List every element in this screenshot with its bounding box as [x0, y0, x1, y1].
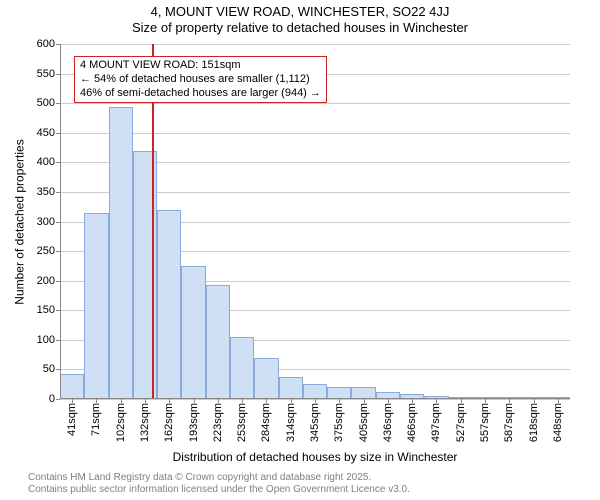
y-tick-label: 600	[37, 38, 55, 50]
x-tick-label: 375sqm	[333, 403, 345, 442]
annotation-line3: 46% of semi-detached houses are larger (…	[80, 87, 321, 101]
y-tick-mark	[56, 251, 60, 252]
y-tick-mark	[56, 310, 60, 311]
y-tick-label: 200	[37, 275, 55, 287]
x-tick-mark	[558, 399, 559, 403]
x-tick-mark	[169, 399, 170, 403]
x-tick-mark	[339, 399, 340, 403]
x-tick-label: 648sqm	[552, 403, 564, 442]
x-tick-mark	[315, 399, 316, 403]
y-tick-label: 400	[37, 156, 55, 168]
x-tick-label: 132sqm	[139, 403, 151, 442]
x-tick-label: 587sqm	[503, 403, 515, 442]
y-tick-label: 250	[37, 245, 55, 257]
histogram-bar	[60, 374, 84, 399]
y-tick-mark	[56, 281, 60, 282]
y-tick-mark	[56, 192, 60, 193]
histogram-bar	[254, 358, 278, 399]
x-tick-mark	[242, 399, 243, 403]
x-tick-label: 284sqm	[260, 403, 272, 442]
histogram-bar	[279, 377, 303, 399]
histogram-bar	[206, 285, 230, 399]
y-tick-label: 50	[43, 363, 55, 375]
x-tick-label: 41sqm	[66, 403, 78, 436]
y-axis-line	[60, 44, 61, 399]
x-tick-label: 162sqm	[163, 403, 175, 442]
x-tick-mark	[509, 399, 510, 403]
footer-line1: Contains HM Land Registry data © Crown c…	[28, 472, 410, 484]
annotation-box: 4 MOUNT VIEW ROAD: 151sqm ← 54% of detac…	[74, 56, 327, 103]
y-tick-label: 550	[37, 68, 55, 80]
y-tick-label: 0	[49, 393, 55, 405]
chart-title-line1: 4, MOUNT VIEW ROAD, WINCHESTER, SO22 4JJ	[0, 4, 600, 19]
y-tick-label: 150	[37, 304, 55, 316]
y-tick-label: 350	[37, 186, 55, 198]
x-tick-mark	[461, 399, 462, 403]
x-tick-mark	[534, 399, 535, 403]
x-tick-mark	[388, 399, 389, 403]
x-tick-label: 527sqm	[455, 403, 467, 442]
x-tick-label: 314sqm	[285, 403, 297, 442]
y-axis-title-text: Number of detached properties	[13, 139, 27, 304]
footer-line2: Contains public sector information licen…	[28, 484, 410, 496]
y-tick-mark	[56, 399, 60, 400]
histogram-bar	[84, 213, 108, 399]
y-tick-mark	[56, 44, 60, 45]
x-tick-mark	[218, 399, 219, 403]
y-tick-mark	[56, 222, 60, 223]
x-tick-label: 436sqm	[382, 403, 394, 442]
y-tick-mark	[56, 369, 60, 370]
y-tick-label: 500	[37, 97, 55, 109]
y-tick-mark	[56, 74, 60, 75]
y-tick-mark	[56, 133, 60, 134]
x-tick-label: 193sqm	[188, 403, 200, 442]
histogram-bar	[230, 337, 254, 399]
y-tick-label: 100	[37, 334, 55, 346]
x-tick-mark	[72, 399, 73, 403]
x-tick-label: 466sqm	[406, 403, 418, 442]
x-tick-label: 405sqm	[358, 403, 370, 442]
histogram-bar	[303, 384, 327, 399]
x-tick-mark	[485, 399, 486, 403]
y-tick-mark	[56, 340, 60, 341]
x-axis-title: Distribution of detached houses by size …	[60, 450, 570, 464]
y-tick-label: 450	[37, 127, 55, 139]
x-tick-mark	[364, 399, 365, 403]
x-tick-label: 71sqm	[90, 403, 102, 436]
x-tick-label: 618sqm	[528, 403, 540, 442]
gridline	[60, 103, 570, 104]
annotation-line1: 4 MOUNT VIEW ROAD: 151sqm	[80, 59, 321, 73]
x-tick-label: 557sqm	[479, 403, 491, 442]
y-tick-mark	[56, 103, 60, 104]
histogram-bar	[109, 107, 133, 399]
x-tick-label: 102sqm	[115, 403, 127, 442]
x-tick-mark	[412, 399, 413, 403]
y-axis-title: Number of detached properties	[12, 44, 28, 399]
x-tick-mark	[436, 399, 437, 403]
x-tick-mark	[194, 399, 195, 403]
gridline	[60, 44, 570, 45]
histogram-bar	[181, 266, 205, 399]
y-tick-mark	[56, 162, 60, 163]
x-tick-label: 253sqm	[236, 403, 248, 442]
chart-title-line2: Size of property relative to detached ho…	[0, 20, 600, 35]
annotation-line2: ← 54% of detached houses are smaller (1,…	[80, 73, 321, 87]
chart-title-block: 4, MOUNT VIEW ROAD, WINCHESTER, SO22 4JJ…	[0, 4, 600, 35]
footer-attribution: Contains HM Land Registry data © Crown c…	[28, 472, 410, 496]
plot-area: 4 MOUNT VIEW ROAD: 151sqm ← 54% of detac…	[60, 44, 570, 399]
x-tick-label: 223sqm	[212, 403, 224, 442]
x-tick-mark	[291, 399, 292, 403]
x-tick-label: 497sqm	[430, 403, 442, 442]
gridline	[60, 133, 570, 134]
histogram-bar	[157, 210, 181, 399]
x-tick-label: 345sqm	[309, 403, 321, 442]
y-tick-label: 300	[37, 216, 55, 228]
x-tick-mark	[121, 399, 122, 403]
x-tick-mark	[145, 399, 146, 403]
x-tick-mark	[266, 399, 267, 403]
x-tick-mark	[96, 399, 97, 403]
